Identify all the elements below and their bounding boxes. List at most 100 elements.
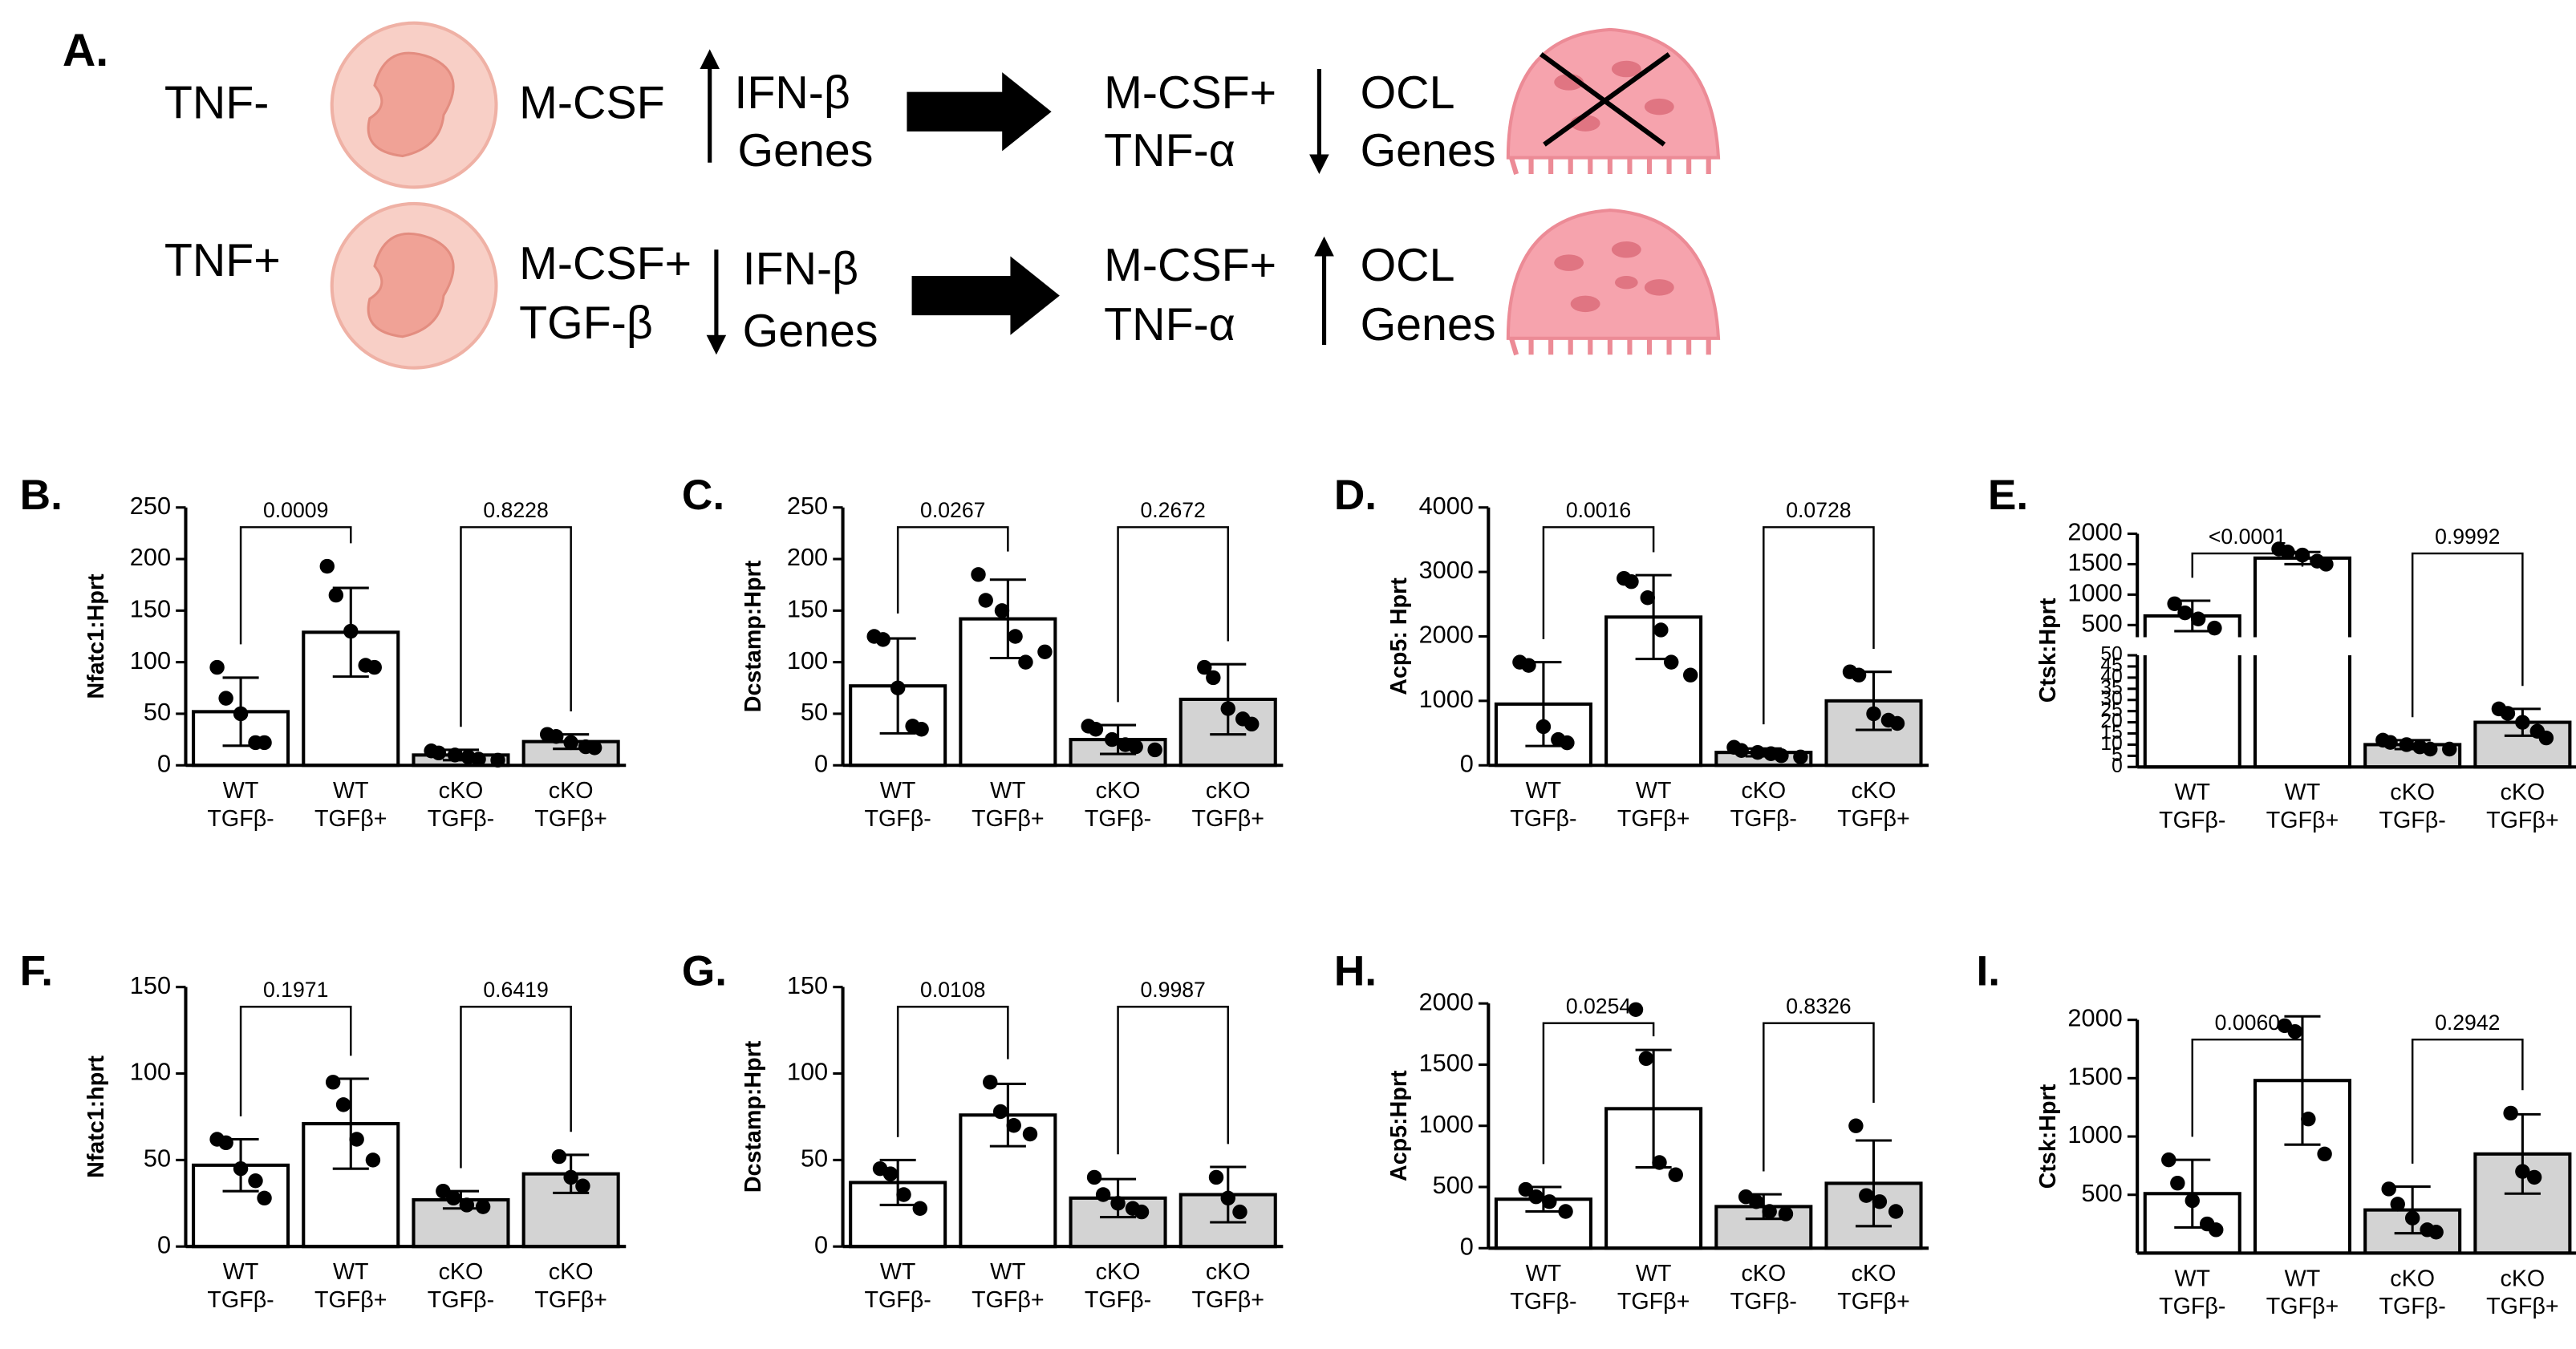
data-point bbox=[1872, 1194, 1888, 1209]
bracket bbox=[239, 526, 352, 645]
panel-label: I. bbox=[1976, 948, 2000, 995]
bar-chart: D.Acp5: HprtWTTGFβ-WTTGFβ+cKOTGFβ-cKOTGF… bbox=[1334, 472, 1929, 832]
data-point bbox=[447, 747, 463, 763]
x-tick-label: WT bbox=[880, 778, 916, 804]
panel-label: G. bbox=[682, 948, 727, 995]
bracket bbox=[896, 526, 1009, 614]
genes: OCL bbox=[1361, 67, 1455, 119]
data-point bbox=[1748, 1194, 1764, 1209]
data-point bbox=[1889, 715, 1905, 731]
data-point bbox=[1206, 670, 1221, 686]
data-point bbox=[971, 567, 986, 582]
panel-label: A. bbox=[63, 25, 108, 76]
data-point bbox=[1774, 747, 1789, 764]
x-tick-label: TGFβ- bbox=[1510, 806, 1576, 832]
y-tick-label: 200 bbox=[130, 543, 171, 571]
x-tick-label: TGFβ+ bbox=[1617, 1289, 1690, 1315]
x-tick-label: TGFβ+ bbox=[534, 1287, 607, 1313]
bracket bbox=[239, 1006, 352, 1116]
data-point bbox=[1866, 706, 1881, 722]
data-point bbox=[2167, 596, 2182, 611]
bracket bbox=[1763, 526, 1875, 725]
bracket bbox=[460, 526, 572, 727]
p-value: 0.9987 bbox=[1140, 978, 1205, 1002]
data-point bbox=[1086, 1169, 1102, 1185]
x-tick-label: WT bbox=[1636, 778, 1672, 804]
p-value: 0.6419 bbox=[483, 978, 548, 1002]
data-point bbox=[257, 735, 272, 751]
process-arrow bbox=[911, 256, 1060, 335]
y-tick-label: 50 bbox=[801, 698, 828, 726]
x-tick-label: TGFβ- bbox=[2379, 808, 2446, 833]
y-tick-label: 25 bbox=[2100, 699, 2122, 721]
x-tick-label: TGFβ- bbox=[1510, 1289, 1576, 1315]
data-point bbox=[218, 1135, 233, 1151]
p-value: 0.2942 bbox=[2435, 1011, 2500, 1035]
y-axis-label: Acp5:Hprt bbox=[1386, 1070, 1412, 1181]
data-point bbox=[983, 1075, 998, 1090]
bracket bbox=[460, 1006, 572, 1169]
data-point bbox=[446, 1190, 461, 1206]
data-point bbox=[1528, 1189, 1544, 1205]
data-point bbox=[563, 735, 578, 751]
osteoclast-inhibited bbox=[1506, 27, 1721, 175]
x-tick-label: cKO bbox=[1741, 778, 1786, 804]
y-tick-label: 50 bbox=[2100, 644, 2122, 666]
data-point bbox=[994, 603, 1010, 618]
data-point bbox=[2442, 741, 2457, 757]
x-tick-label: cKO bbox=[2500, 780, 2545, 805]
x-tick-label: cKO bbox=[2500, 1266, 2545, 1291]
y-tick-label: 1500 bbox=[1419, 1049, 1474, 1077]
data-point bbox=[896, 1187, 911, 1202]
y-tick-label: 1500 bbox=[2067, 1062, 2122, 1090]
data-point bbox=[233, 1161, 249, 1177]
x-tick-label: WT bbox=[990, 778, 1026, 804]
y-tick-label: 1000 bbox=[1419, 685, 1474, 713]
x-tick-label: TGFβ+ bbox=[1191, 1287, 1264, 1313]
data-point bbox=[2177, 605, 2193, 621]
x-tick-label: WT bbox=[990, 1259, 1026, 1285]
x-tick-label: TGFβ+ bbox=[972, 1287, 1045, 1313]
panel-label: E. bbox=[1988, 472, 2028, 519]
data-point bbox=[2301, 1112, 2316, 1127]
bracket bbox=[1542, 1022, 1655, 1165]
x-tick-label: WT bbox=[2174, 780, 2210, 805]
data-point bbox=[365, 1153, 381, 1168]
factor: TNF-α bbox=[1104, 299, 1235, 350]
y-tick-label: 250 bbox=[130, 492, 171, 520]
condition: TNF+ bbox=[164, 235, 281, 286]
x-tick-label: WT bbox=[2174, 1266, 2210, 1291]
p-value: 0.8326 bbox=[1786, 994, 1851, 1018]
panel-label: H. bbox=[1334, 948, 1377, 995]
data-point bbox=[218, 691, 233, 706]
y-tick-label: 0 bbox=[157, 749, 171, 777]
x-tick-label: cKO bbox=[1206, 1259, 1251, 1285]
data-point bbox=[343, 623, 359, 639]
bracket bbox=[896, 1006, 1009, 1137]
p-value: 0.0254 bbox=[1566, 994, 1632, 1018]
x-tick-label: TGFβ+ bbox=[2486, 808, 2559, 833]
y-tick-label: 2000 bbox=[2067, 1004, 2122, 1032]
bar-chart: E. Ctsk:Hprt WT TGFβ- WT TGFβ+ cKO TGFβ-cKO TGFβ… bbox=[1988, 472, 2576, 833]
data-point bbox=[2526, 1169, 2542, 1185]
p-value: 0.0016 bbox=[1566, 498, 1631, 522]
factor: M-CSF+ bbox=[1104, 240, 1276, 291]
data-point bbox=[1197, 659, 1212, 675]
bar-chart: G.Dcstamp:HprtWTTGFβ-WTTGFβ+cKOTGFβ-cKOT… bbox=[682, 948, 1284, 1313]
x-tick-label: TGFβ- bbox=[2379, 1294, 2446, 1319]
x-tick-label: TGFβ+ bbox=[2486, 1294, 2559, 1319]
x-tick-label: TGFβ+ bbox=[1837, 1289, 1910, 1315]
data-point bbox=[914, 722, 929, 737]
data-point bbox=[2381, 1181, 2396, 1197]
data-point bbox=[912, 1201, 928, 1216]
y-tick-label: 2000 bbox=[1419, 621, 1474, 649]
bar bbox=[302, 630, 400, 768]
factor: M-CSF+ bbox=[1104, 67, 1276, 119]
y-tick-label: 150 bbox=[787, 971, 828, 999]
bar bbox=[2253, 556, 2352, 769]
genes: Genes bbox=[1361, 299, 1496, 350]
data-point bbox=[978, 593, 993, 608]
y-tick-label: 40 bbox=[2100, 666, 2122, 687]
data-point bbox=[1134, 1204, 1150, 1220]
